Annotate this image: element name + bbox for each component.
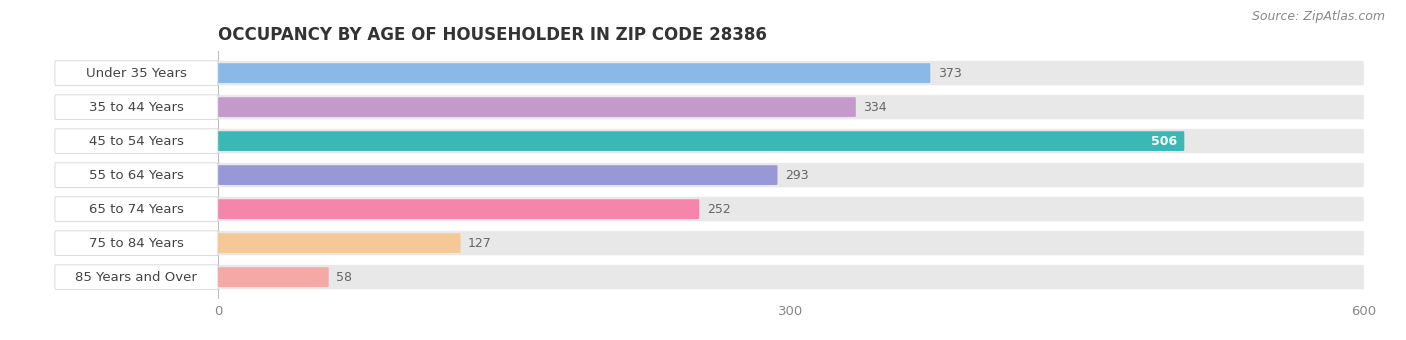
FancyBboxPatch shape bbox=[218, 97, 856, 117]
FancyBboxPatch shape bbox=[218, 131, 1184, 151]
FancyBboxPatch shape bbox=[55, 265, 218, 289]
FancyBboxPatch shape bbox=[218, 199, 699, 219]
FancyBboxPatch shape bbox=[55, 231, 218, 255]
FancyBboxPatch shape bbox=[55, 95, 218, 119]
Text: 85 Years and Over: 85 Years and Over bbox=[76, 271, 197, 284]
Text: OCCUPANCY BY AGE OF HOUSEHOLDER IN ZIP CODE 28386: OCCUPANCY BY AGE OF HOUSEHOLDER IN ZIP C… bbox=[218, 26, 766, 44]
Text: 75 to 84 Years: 75 to 84 Years bbox=[89, 237, 184, 250]
FancyBboxPatch shape bbox=[218, 163, 1364, 187]
Text: Source: ZipAtlas.com: Source: ZipAtlas.com bbox=[1251, 10, 1385, 23]
Text: 65 to 74 Years: 65 to 74 Years bbox=[89, 203, 184, 216]
Text: 252: 252 bbox=[707, 203, 731, 216]
FancyBboxPatch shape bbox=[218, 197, 1364, 221]
Text: 506: 506 bbox=[1150, 135, 1177, 148]
Text: Under 35 Years: Under 35 Years bbox=[86, 67, 187, 80]
FancyBboxPatch shape bbox=[218, 61, 1364, 85]
FancyBboxPatch shape bbox=[218, 265, 1364, 289]
Text: 55 to 64 Years: 55 to 64 Years bbox=[89, 169, 184, 182]
FancyBboxPatch shape bbox=[55, 197, 218, 221]
Text: 58: 58 bbox=[336, 271, 353, 284]
FancyBboxPatch shape bbox=[218, 95, 1364, 119]
FancyBboxPatch shape bbox=[218, 129, 1364, 153]
FancyBboxPatch shape bbox=[218, 231, 1364, 255]
Text: 45 to 54 Years: 45 to 54 Years bbox=[89, 135, 184, 148]
FancyBboxPatch shape bbox=[218, 233, 461, 253]
Text: 35 to 44 Years: 35 to 44 Years bbox=[89, 101, 184, 114]
FancyBboxPatch shape bbox=[218, 267, 329, 287]
FancyBboxPatch shape bbox=[218, 63, 931, 83]
Text: 127: 127 bbox=[468, 237, 492, 250]
FancyBboxPatch shape bbox=[55, 129, 218, 153]
FancyBboxPatch shape bbox=[55, 61, 218, 85]
FancyBboxPatch shape bbox=[55, 163, 218, 187]
Text: 334: 334 bbox=[863, 101, 887, 114]
Text: 293: 293 bbox=[785, 169, 808, 182]
Text: 373: 373 bbox=[938, 67, 962, 80]
FancyBboxPatch shape bbox=[218, 165, 778, 185]
